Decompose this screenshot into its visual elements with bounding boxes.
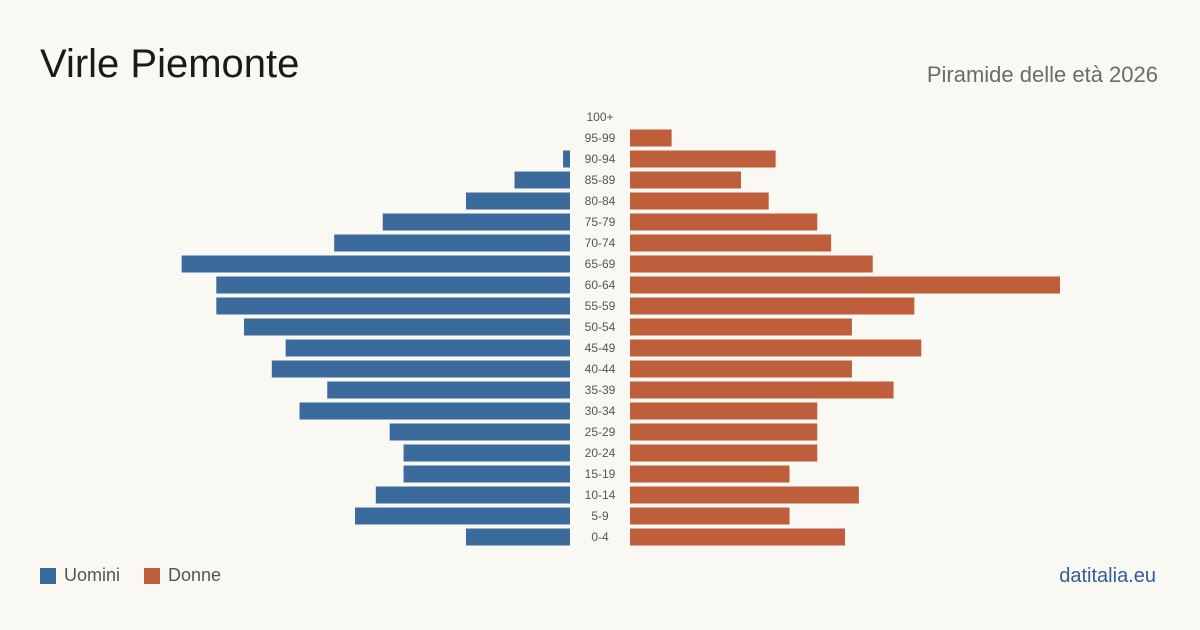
bar-men-30-34	[299, 402, 570, 420]
age-label-5-9: 5-9	[591, 509, 609, 523]
bar-women-25-29	[630, 423, 818, 441]
bar-men-10-14	[375, 486, 570, 504]
brand-link[interactable]: datitalia.eu	[1059, 565, 1156, 587]
legend-swatch-men	[40, 567, 56, 584]
bar-women-55-59	[630, 297, 915, 315]
bar-women-60-64	[630, 276, 1060, 294]
bar-men-5-9	[355, 507, 570, 525]
age-label-90-94: 90-94	[585, 152, 616, 166]
bar-women-75-79	[630, 213, 818, 231]
chart-subtitle: Piramide delle età 2026	[926, 62, 1158, 87]
bar-men-20-24	[403, 444, 570, 462]
bar-men-45-49	[285, 339, 570, 357]
bar-women-35-39	[630, 381, 894, 399]
bar-women-90-94	[630, 150, 776, 168]
bar-men-40-44	[271, 360, 570, 378]
legend-item-men: Uomini	[40, 565, 120, 586]
legend-label-women: Donne	[168, 565, 222, 585]
age-label-55-59: 55-59	[585, 299, 616, 313]
age-label-40-44: 40-44	[585, 362, 616, 376]
bar-women-5-9	[630, 507, 790, 525]
age-label-0-4: 0-4	[591, 530, 609, 544]
bar-women-45-49	[630, 339, 922, 357]
bar-women-40-44	[630, 360, 852, 378]
age-label-50-54: 50-54	[585, 320, 616, 334]
legend-item-women: Donne	[144, 565, 221, 586]
age-label-80-84: 80-84	[585, 194, 616, 208]
age-label-35-39: 35-39	[585, 383, 616, 397]
bar-women-30-34	[630, 402, 818, 420]
bar-men-25-29	[389, 423, 570, 441]
age-label-15-19: 15-19	[585, 467, 616, 481]
bar-women-70-74	[630, 234, 832, 252]
bar-men-0-4	[465, 528, 570, 546]
age-label-25-29: 25-29	[585, 425, 616, 439]
age-label-60-64: 60-64	[585, 278, 616, 292]
bar-women-20-24	[630, 444, 818, 462]
bar-men-35-39	[327, 381, 570, 399]
bar-men-80-84	[465, 192, 570, 210]
age-label-10-14: 10-14	[585, 488, 616, 502]
bar-men-50-54	[244, 318, 570, 336]
bar-women-95-99	[630, 129, 672, 147]
bar-men-60-64	[216, 276, 570, 294]
bar-women-65-69	[630, 255, 873, 273]
bar-women-80-84	[630, 192, 769, 210]
age-label-65-69: 65-69	[585, 257, 616, 271]
age-label-20-24: 20-24	[585, 446, 616, 460]
bar-men-65-69	[181, 255, 570, 273]
legend: Uomini Donne	[40, 565, 245, 586]
bar-women-85-89	[630, 171, 741, 189]
age-label-95-99: 95-99	[585, 131, 616, 145]
age-label-70-74: 70-74	[585, 236, 616, 250]
bar-women-50-54	[630, 318, 852, 336]
bar-men-70-74	[334, 234, 570, 252]
age-label-85-89: 85-89	[585, 173, 616, 187]
age-label-100plus: 100+	[586, 110, 613, 124]
bar-men-75-79	[382, 213, 570, 231]
bar-men-90-94	[563, 150, 570, 168]
bar-women-0-4	[630, 528, 845, 546]
legend-swatch-women	[144, 567, 161, 584]
age-label-45-49: 45-49	[585, 341, 616, 355]
page-title: Virle Piemonte	[40, 42, 300, 86]
age-label-30-34: 30-34	[585, 404, 616, 418]
bar-men-85-89	[514, 171, 570, 189]
bar-men-15-19	[403, 465, 570, 483]
bar-men-55-59	[216, 297, 570, 315]
bar-women-15-19	[630, 465, 790, 483]
age-label-75-79: 75-79	[585, 215, 616, 229]
legend-label-men: Uomini	[64, 565, 121, 585]
bar-women-10-14	[630, 486, 859, 504]
